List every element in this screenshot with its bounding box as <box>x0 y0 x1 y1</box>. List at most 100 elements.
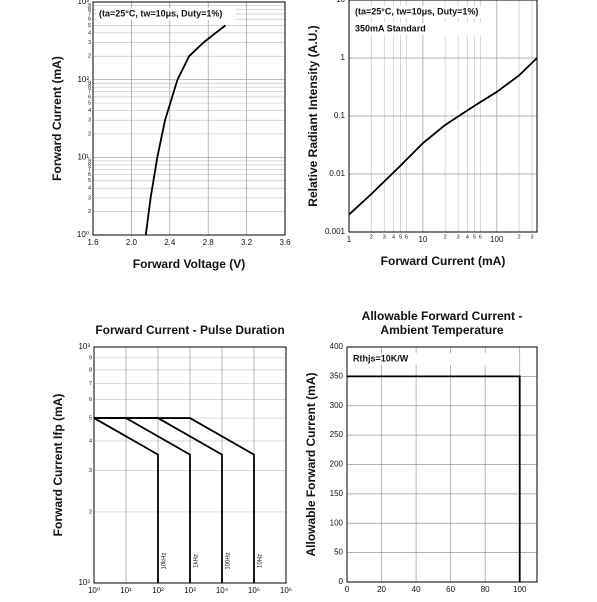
x-minor-tick-label: 5 <box>473 234 476 240</box>
x-tick-label: 2.8 <box>203 238 215 247</box>
x-tick-label: 2.4 <box>164 238 176 247</box>
annotation-bg <box>96 8 236 20</box>
y-minor-tick-label: 2 <box>89 509 92 515</box>
x-tick-label: 10² <box>152 586 164 595</box>
x-minor-tick-label: 6 <box>479 234 482 240</box>
y-minor-tick-label: 9 <box>89 355 92 361</box>
series-label: 1kHz <box>194 554 200 568</box>
y-minor-tick-label: 3 <box>89 468 92 474</box>
x-tick-label: 10⁵ <box>248 586 260 595</box>
x-tick-label: 3.6 <box>279 238 291 247</box>
y-minor-tick-label: 6 <box>88 17 91 23</box>
x-minor-tick-label: 3 <box>531 234 534 240</box>
y-tick-label: 10 <box>336 0 345 4</box>
x-minor-tick-label: 2 <box>518 234 521 240</box>
x-minor-tick-label: 5 <box>399 234 402 240</box>
annotation-bg <box>352 6 492 18</box>
y-tick-label: 10³ <box>77 0 89 6</box>
y-axis-label: Forward Current Ifp (mA) <box>51 394 65 537</box>
x-tick-label: 80 <box>481 585 490 594</box>
series-line <box>93 417 159 583</box>
y-minor-tick-label: 3 <box>88 118 91 124</box>
x-minor-tick-label: 6 <box>405 234 408 240</box>
plot-frame <box>92 1 286 236</box>
annotation: Rthjs=10K/W <box>353 353 409 363</box>
y-axis-label: Relative Radiant Intensity (A.U.) <box>306 25 320 206</box>
annotation: (ta=25°C, tw=10μs, Duty=1%) <box>99 8 222 18</box>
y-tick-label: 200 <box>330 460 344 469</box>
series-label: 10kHz <box>162 552 168 569</box>
x-tick-label: 10³ <box>184 586 196 595</box>
y-minor-tick-label: 4 <box>88 108 91 114</box>
y-minor-tick-label: 7 <box>88 167 91 173</box>
y-minor-tick-label: 5 <box>88 178 91 184</box>
annotation: (ta=25°C, tw=10μs, Duty=1%) <box>355 6 478 16</box>
series-line <box>144 24 227 236</box>
y-tick-label: 350 <box>330 371 344 380</box>
y-tick-label: 250 <box>330 430 344 439</box>
series-line <box>347 375 521 582</box>
y-tick-label: 0.1 <box>334 111 346 120</box>
y-minor-tick-label: 6 <box>89 397 92 403</box>
chart-title: Forward Current - Pulse Duration <box>95 323 284 337</box>
y-minor-tick-label: 3 <box>88 40 91 46</box>
x-tick-label: 20 <box>377 585 386 594</box>
annotation-bg <box>350 353 490 365</box>
series-line <box>348 57 538 216</box>
x-tick-label: 2.0 <box>126 238 138 247</box>
y-minor-tick-label: 4 <box>88 30 91 36</box>
y-minor-tick-label: 7 <box>89 381 92 387</box>
x-minor-tick-label: 3 <box>457 234 460 240</box>
x-axis-label: Forward Voltage (V) <box>133 257 245 271</box>
y-minor-tick-label: 6 <box>88 172 91 178</box>
x-tick-label: 1 <box>347 235 352 244</box>
y-minor-tick-label: 7 <box>88 11 91 17</box>
x-axis-label: Forward Current (mA) <box>381 254 506 268</box>
chart-title: Allowable Forward Current - <box>362 309 523 323</box>
y-tick-label: 10³ <box>78 342 90 351</box>
series-line <box>94 417 255 583</box>
y-tick-label: 400 <box>330 342 344 351</box>
y-minor-tick-label: 9 <box>88 158 91 164</box>
y-minor-tick-label: 9 <box>88 81 91 87</box>
y-tick-label: 150 <box>330 489 344 498</box>
x-tick-label: 10 <box>418 235 427 244</box>
y-tick-label: 10² <box>77 75 89 84</box>
x-tick-label: 10⁰ <box>88 586 100 595</box>
y-tick-label: 0.01 <box>329 169 345 178</box>
x-minor-tick-label: 2 <box>444 234 447 240</box>
x-tick-label: 1.6 <box>87 238 99 247</box>
annotation-bg <box>352 23 492 35</box>
x-tick-label: 60 <box>446 585 455 594</box>
y-tick-label: 300 <box>330 401 344 410</box>
y-tick-label: 10⁰ <box>77 230 89 239</box>
y-minor-tick-label: 8 <box>88 85 91 91</box>
x-minor-tick-label: 4 <box>466 234 469 240</box>
y-minor-tick-label: 8 <box>88 7 91 13</box>
x-minor-tick-label: 4 <box>392 234 395 240</box>
y-minor-tick-label: 8 <box>88 162 91 168</box>
series-label: 100Hz <box>226 552 232 569</box>
x-minor-tick-label: 3 <box>383 234 386 240</box>
plot-frame <box>346 346 538 583</box>
y-tick-label: 50 <box>334 548 343 557</box>
y-minor-tick-label: 7 <box>88 89 91 95</box>
y-minor-tick-label: 2 <box>88 131 91 137</box>
plot-frame <box>348 0 538 233</box>
y-tick-label: 10² <box>78 578 90 587</box>
y-tick-label: 0 <box>339 577 344 586</box>
y-minor-tick-label: 5 <box>89 415 92 421</box>
x-minor-tick-label: 2 <box>370 234 373 240</box>
y-tick-label: 1 <box>341 53 346 62</box>
chart-title: Ambient Temperature <box>380 323 503 337</box>
x-tick-label: 40 <box>412 585 421 594</box>
y-tick-label: 10¹ <box>77 152 89 161</box>
y-minor-tick-label: 4 <box>88 186 91 192</box>
y-minor-tick-label: 2 <box>88 54 91 60</box>
y-minor-tick-label: 9 <box>88 3 91 9</box>
x-tick-label: 100 <box>513 585 527 594</box>
y-minor-tick-label: 2 <box>88 209 91 215</box>
annotation: 350mA Standard <box>355 23 426 33</box>
y-minor-tick-label: 8 <box>89 367 92 373</box>
